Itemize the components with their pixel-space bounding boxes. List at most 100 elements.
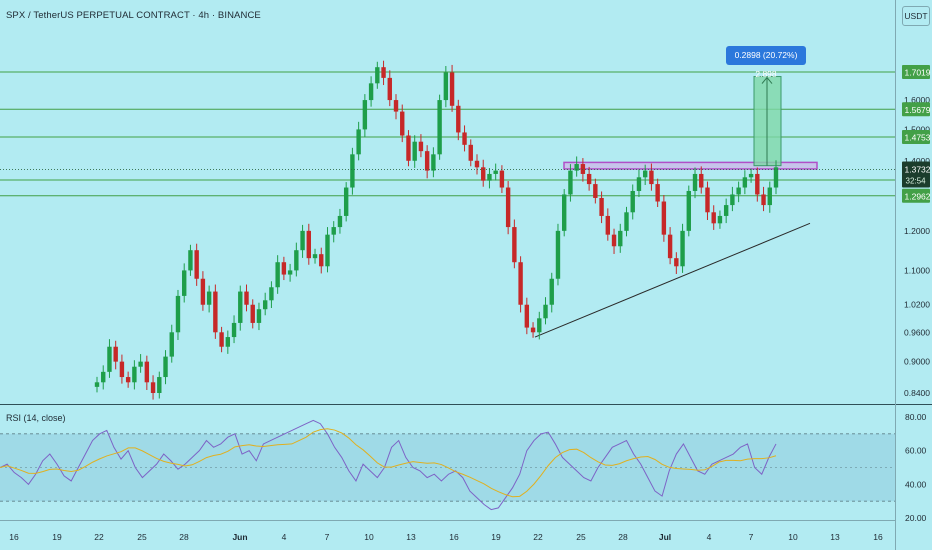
time-tick-20: 16 — [873, 532, 883, 542]
candle-body-54 — [431, 154, 436, 171]
candle-body-45 — [375, 67, 380, 84]
candle-14 — [182, 263, 187, 303]
time-tick-17: 7 — [749, 532, 754, 542]
candle-75 — [562, 189, 567, 237]
candle-body-27 — [262, 300, 268, 310]
candle-body-3 — [113, 346, 118, 362]
candle-body-6 — [132, 366, 137, 383]
candle-98 — [705, 181, 710, 220]
candle-18 — [206, 285, 212, 313]
candle-91 — [661, 195, 667, 242]
price-tick-7: 0.9000 — [904, 357, 930, 367]
candle-97 — [699, 166, 704, 194]
candle-body-41 — [350, 154, 355, 188]
time-tick-9: 13 — [406, 532, 416, 542]
candle-body-32 — [294, 250, 299, 271]
candle-26 — [256, 302, 262, 331]
candle-body-47 — [387, 77, 392, 101]
candle-body-82 — [605, 215, 611, 235]
time-tick-10: 16 — [449, 532, 459, 542]
candle-body-69 — [524, 304, 530, 328]
candle-27 — [262, 292, 268, 316]
candle-body-70 — [530, 327, 536, 333]
candles — [94, 60, 779, 400]
candle-46 — [381, 60, 386, 86]
candle-body-22 — [231, 322, 237, 338]
candle-28 — [269, 281, 274, 309]
candle-77 — [574, 156, 579, 177]
level-label-bg-2 — [902, 129, 930, 144]
candle-body-4 — [119, 361, 125, 378]
candle-body-100 — [717, 215, 723, 224]
candle-body-90 — [655, 184, 660, 202]
candle-body-20 — [219, 332, 224, 347]
candle-body-48 — [393, 100, 399, 112]
candle-body-91 — [661, 201, 667, 235]
rsi-tick-0: 80.00 — [905, 412, 927, 422]
candle-body-108 — [767, 187, 772, 206]
candle-body-102 — [730, 194, 735, 206]
candle-body-87 — [636, 177, 642, 191]
candle-body-99 — [711, 212, 716, 224]
candle-30 — [281, 256, 287, 281]
price-tick-8: 0.8400 — [904, 388, 930, 398]
countdown-label: 32:54 — [906, 177, 927, 186]
candle-body-81 — [599, 197, 604, 216]
time-tick-2: 22 — [94, 532, 104, 542]
candle-body-51 — [412, 141, 417, 161]
candle-body-8 — [144, 361, 150, 383]
candle-body-12 — [169, 332, 174, 357]
candle-15 — [188, 244, 193, 276]
price-tick-0: 1.6000 — [904, 95, 930, 105]
candle-38 — [331, 221, 336, 243]
price-tick-3: 1.2000 — [904, 226, 930, 236]
candle-0 — [94, 376, 100, 393]
rsi-ma-line — [0, 428, 777, 498]
time-tick-5: Jun — [232, 532, 247, 542]
candle-68 — [518, 256, 523, 313]
candle-body-38 — [331, 227, 336, 235]
candle-body-76 — [568, 170, 573, 195]
candle-body-84 — [618, 230, 623, 247]
candle-body-107 — [761, 194, 766, 206]
candle-body-104 — [742, 177, 748, 188]
candle-71 — [537, 311, 542, 340]
candle-body-67 — [512, 227, 517, 263]
candle-1 — [101, 365, 106, 390]
candle-102 — [730, 186, 735, 212]
candle-11 — [163, 350, 168, 385]
candle-body-80 — [593, 184, 598, 198]
candle-58 — [456, 99, 461, 141]
time-tick-13: 25 — [576, 532, 586, 542]
candle-body-5 — [125, 377, 131, 383]
candle-96 — [692, 167, 698, 199]
candle-56 — [443, 66, 449, 108]
candle-35 — [312, 248, 318, 264]
candle-body-33 — [300, 230, 305, 251]
candle-body-53 — [424, 151, 430, 171]
candle-body-61 — [474, 160, 480, 168]
price-tick-4: 1.1000 — [904, 265, 930, 275]
candle-body-79 — [586, 173, 592, 185]
candle-92 — [667, 227, 673, 265]
candle-body-94 — [680, 230, 685, 267]
candle-83 — [611, 228, 617, 254]
candle-body-56 — [443, 72, 449, 101]
time-axis: 16 19 22 25 28 Jun 4 7 10 13 16 19 22 25 28 Jul 4 7 10 13 16 — [9, 532, 883, 542]
candle-body-49 — [400, 111, 405, 136]
candle-82 — [605, 208, 611, 241]
price-axis: 1.6000 1.5000 1.4000 1.2000 1.1000 1.0200 0.96… — [0, 65, 931, 398]
level-label-bg-4 — [902, 188, 930, 203]
currency-button[interactable]: USDT — [902, 6, 930, 26]
candle-body-43 — [362, 100, 368, 130]
candle-25 — [250, 299, 255, 329]
rsi-tick-2: 40.00 — [905, 479, 927, 489]
rsi-tick-3: 20.00 — [905, 513, 927, 523]
candle-body-35 — [312, 254, 318, 259]
candle-54 — [431, 147, 436, 178]
candle-100 — [717, 210, 723, 229]
candle-89 — [649, 163, 654, 191]
candle-51 — [412, 135, 417, 168]
